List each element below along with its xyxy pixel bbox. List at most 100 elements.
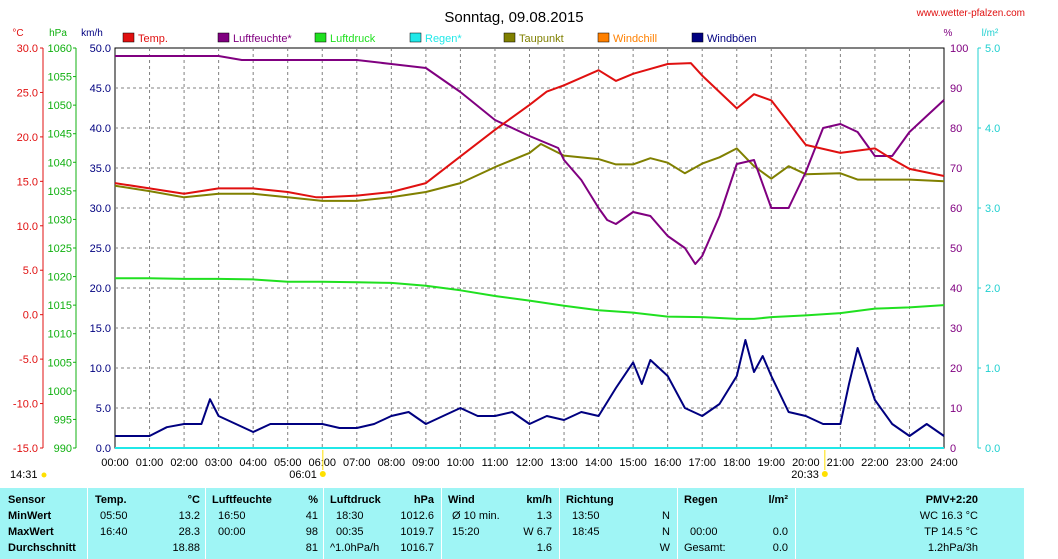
header-rain-unit: l/m² xyxy=(768,494,788,506)
header-rain: Regen xyxy=(684,494,718,506)
chart-title: Sonntag, 09.08.2015 xyxy=(444,9,583,26)
x-tick-label: 05:00 xyxy=(274,457,302,469)
row-label: MinWert xyxy=(8,510,52,522)
kmh-tick-label: 50.0 xyxy=(90,43,111,55)
wind-value: W 6.7 xyxy=(523,526,552,538)
header-wind-unit: km/h xyxy=(526,494,552,506)
series-line xyxy=(115,277,945,320)
pressure-value: 1016.7 xyxy=(400,542,434,554)
temp-unit-label: °C xyxy=(12,28,23,39)
header-temp-unit: °C xyxy=(187,494,200,506)
kmh-unit-label: km/h xyxy=(81,28,103,39)
legend-swatch xyxy=(409,32,422,43)
pct-unit-label: % xyxy=(944,28,953,39)
row-label: MaxWert xyxy=(8,526,54,538)
temp-tick-label: -15.0 xyxy=(13,443,38,455)
x-tick-label: 03:00 xyxy=(205,457,233,469)
legend-swatch xyxy=(597,32,610,43)
header-sensor: Sensor xyxy=(8,494,46,506)
direction-time: 13:50 xyxy=(572,510,600,522)
legend-label: Windchill xyxy=(613,33,657,45)
x-tick-label: 14:00 xyxy=(585,457,613,469)
hpa-tick-label: 1035 xyxy=(48,186,72,198)
pct-tick-label: 30 xyxy=(950,323,962,335)
hpa-tick-label: 1045 xyxy=(48,129,72,141)
rain-value: 0.0 xyxy=(772,526,788,538)
x-tick-label: 16:00 xyxy=(654,457,682,469)
x-tick-label: 06:00 xyxy=(308,457,336,469)
header-humidity-unit: % xyxy=(308,494,318,506)
legend-label: Temp. xyxy=(138,33,168,45)
temp-tick-label: 0.0 xyxy=(23,310,38,322)
x-tick-label: 01:00 xyxy=(136,457,164,469)
hpa-tick-label: 1025 xyxy=(48,243,72,255)
rain-time: Gesamt: xyxy=(684,542,726,554)
kmh-tick-label: 20.0 xyxy=(90,283,111,295)
rain-tick-label: 5.0 xyxy=(985,43,1000,55)
rain-tick-label: 4.0 xyxy=(985,123,1000,135)
header-wind: Wind xyxy=(448,494,475,506)
site-url: www.wetter-pfalzen.com xyxy=(916,8,1025,19)
legend-swatch xyxy=(691,32,704,43)
row-label: Durchschnitt xyxy=(8,542,76,554)
rain-tick-label: 0.0 xyxy=(985,443,1000,455)
pct-tick-label: 40 xyxy=(950,283,962,295)
rain-unit-label: l/m² xyxy=(982,28,999,39)
x-tick-label: 23:00 xyxy=(896,457,924,469)
rain-tick-label: 2.0 xyxy=(985,283,1000,295)
pct-tick-label: 20 xyxy=(950,363,962,375)
x-tick-label: 20:00 xyxy=(792,457,820,469)
wind-value: 1.3 xyxy=(536,510,552,522)
humidity-value: 41 xyxy=(305,510,318,522)
x-tick-label: 04:00 xyxy=(239,457,267,469)
x-tick-label: 12:00 xyxy=(516,457,544,469)
series-line xyxy=(115,339,945,437)
rain-tick-label: 1.0 xyxy=(985,363,1000,375)
statistics-table: Sensor Temp. °C Luftfeuchte % Luftdruck … xyxy=(0,488,1024,559)
table-divider xyxy=(323,488,324,559)
kmh-tick-label: 25.0 xyxy=(90,243,111,255)
x-tick-label: 15:00 xyxy=(619,457,647,469)
header-temp: Temp. xyxy=(95,494,127,506)
series-line xyxy=(114,143,945,202)
temp-tick-label: 30.0 xyxy=(17,43,38,55)
pressure-value: 1019.7 xyxy=(400,526,434,538)
kmh-tick-label: 0.0 xyxy=(96,443,111,455)
x-tick-label: 24:00 xyxy=(930,457,958,469)
temp-time: 16:40 xyxy=(100,526,128,538)
pct-tick-label: 60 xyxy=(950,203,962,215)
pressure-time: 18:30 xyxy=(336,510,364,522)
wind-label: 15:20 xyxy=(452,526,480,538)
series-line xyxy=(114,62,945,199)
table-divider xyxy=(559,488,560,559)
legend-label: Luftfeuchte* xyxy=(233,33,292,45)
table-divider xyxy=(441,488,442,559)
pct-tick-label: 70 xyxy=(950,163,962,175)
sunset-label: 20:33 xyxy=(791,469,819,481)
time-note: 14:31 xyxy=(10,469,38,481)
legend-swatch xyxy=(122,32,135,43)
x-tick-label: 19:00 xyxy=(758,457,786,469)
hpa-tick-label: 1040 xyxy=(48,157,72,169)
pct-tick-label: 90 xyxy=(950,83,962,95)
legend-swatch xyxy=(503,32,516,43)
hpa-tick-label: 995 xyxy=(54,414,72,426)
pressure-time: ^1.0hPa/h xyxy=(330,542,380,554)
x-tick-label: 08:00 xyxy=(378,457,406,469)
legend-label: Regen* xyxy=(425,33,462,45)
x-tick-label: 10:00 xyxy=(447,457,475,469)
humidity-value: 98 xyxy=(305,526,318,538)
pct-tick-label: 100 xyxy=(950,43,968,55)
direction-time: 18:45 xyxy=(572,526,600,538)
x-tick-label: 00:00 xyxy=(101,457,129,469)
hpa-tick-label: 1000 xyxy=(48,386,72,398)
direction-value: N xyxy=(662,526,670,538)
wind-value: 1.6 xyxy=(536,542,552,554)
kmh-tick-label: 5.0 xyxy=(96,403,111,415)
header-humidity: Luftfeuchte xyxy=(212,494,272,506)
hpa-tick-label: 1005 xyxy=(48,357,72,369)
table-divider xyxy=(87,488,88,559)
kmh-tick-label: 45.0 xyxy=(90,83,111,95)
sunset-marker xyxy=(821,471,828,477)
legend-label: Taupunkt xyxy=(519,33,564,45)
